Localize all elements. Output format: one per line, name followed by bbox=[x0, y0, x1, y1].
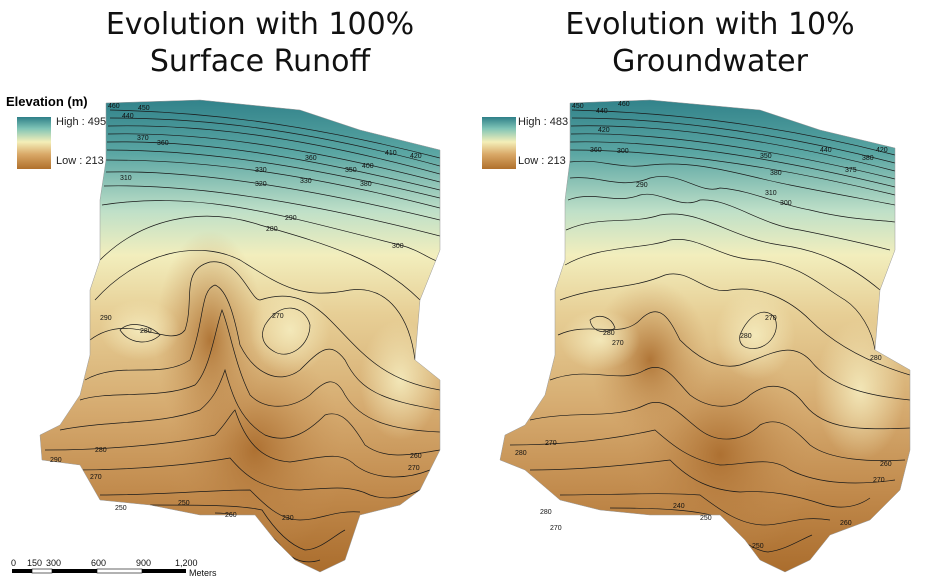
left-contour-label: 460 bbox=[108, 103, 120, 110]
scale-tick-label: 600 bbox=[91, 558, 106, 568]
right-contour-label: 420 bbox=[598, 127, 610, 134]
right-contour-label: 300 bbox=[780, 200, 792, 207]
right-title-line1: Evolution with 10% bbox=[565, 7, 855, 42]
left-contour-label: 290 bbox=[285, 215, 297, 222]
scale-unit: Meters bbox=[189, 568, 217, 578]
scale-tick-label: 150 bbox=[27, 558, 42, 568]
left-contour-label: 310 bbox=[120, 175, 132, 182]
left-contour-label: 320 bbox=[255, 181, 267, 188]
left-legend-color-ramp bbox=[17, 117, 51, 169]
right-contour-label: 460 bbox=[618, 101, 630, 108]
scale-segment bbox=[31, 568, 53, 574]
right-contour-label: 290 bbox=[636, 182, 648, 189]
right-contour-label: 280 bbox=[740, 333, 752, 340]
right-map-title: Evolution with 10% Groundwater bbox=[520, 6, 900, 80]
right-contour-label: 270 bbox=[873, 477, 885, 484]
left-contour-label: 270 bbox=[272, 313, 284, 320]
left-contour-label: 290 bbox=[50, 457, 62, 464]
right-contour-label: 240 bbox=[673, 503, 685, 510]
left-legend-low: Low : 213 bbox=[56, 155, 104, 167]
left-contour-label: 260 bbox=[410, 453, 422, 460]
left-contour-label: 330 bbox=[255, 167, 267, 174]
scale-tick-label: 0 bbox=[11, 558, 16, 568]
left-contour-label: 450 bbox=[138, 105, 150, 112]
right-contour-label: 260 bbox=[880, 461, 892, 468]
right-contour-label: 360 bbox=[590, 147, 602, 154]
right-title-line2: Groundwater bbox=[612, 44, 808, 79]
right-contour-label: 250 bbox=[752, 543, 764, 550]
left-contour-label: 410 bbox=[385, 150, 397, 157]
legend-title: Elevation (m) bbox=[6, 94, 88, 109]
left-contour-label: 380 bbox=[360, 181, 372, 188]
left-contour-label: 270 bbox=[408, 465, 420, 472]
right-contour-label: 380 bbox=[770, 170, 782, 177]
scale-tick-label: 900 bbox=[136, 558, 151, 568]
right-contour-label: 310 bbox=[765, 190, 777, 197]
left-contour-label: 440 bbox=[122, 113, 134, 120]
left-contour-label: 400 bbox=[362, 163, 374, 170]
scale-segment bbox=[142, 569, 186, 573]
right-contour-label: 380 bbox=[862, 155, 874, 162]
left-contour-label: 260 bbox=[225, 512, 237, 519]
right-contour-label: 450 bbox=[572, 103, 584, 110]
right-contour-label: 375 bbox=[845, 167, 857, 174]
right-contour-label: 300 bbox=[617, 148, 629, 155]
left-contour-label: 250 bbox=[178, 500, 190, 507]
left-contour-label: 420 bbox=[410, 153, 422, 160]
scale-segment bbox=[12, 569, 32, 573]
left-contour-label: 360 bbox=[157, 140, 169, 147]
right-contour-label: 260 bbox=[840, 520, 852, 527]
right-contour-label: 280 bbox=[603, 330, 615, 337]
left-contour-label: 280 bbox=[95, 447, 107, 454]
right-elevation-map: 450 460 440 420 360 350 380 300 290 310 … bbox=[499, 99, 911, 573]
right-contour-label: 440 bbox=[596, 108, 608, 115]
scale-tick-label: 1,200 bbox=[175, 558, 198, 568]
right-contour-label: 270 bbox=[765, 315, 777, 322]
left-legend-high: High : 495 bbox=[56, 116, 107, 128]
left-title-line2: Surface Runoff bbox=[149, 44, 371, 79]
left-elevation-map: 460 450 440 370 360 310 320 330 290 280 … bbox=[39, 99, 441, 573]
left-contour-label: 300 bbox=[392, 243, 404, 250]
right-contour-label: 420 bbox=[876, 147, 888, 154]
right-legend-low: Low : 213 bbox=[518, 155, 566, 167]
left-contour-label: 290 bbox=[100, 315, 112, 322]
left-contour-label: 280 bbox=[266, 226, 278, 233]
left-contour-label: 330 bbox=[300, 178, 312, 185]
left-contour-label: 250 bbox=[115, 505, 127, 512]
right-contour-label: 250 bbox=[700, 515, 712, 522]
scale-segment bbox=[52, 569, 97, 573]
right-contour-label: 280 bbox=[870, 355, 882, 362]
right-legend-high: High : 483 bbox=[518, 116, 569, 128]
right-contour-label: 280 bbox=[540, 509, 552, 516]
right-contour-label: 270 bbox=[550, 525, 562, 532]
left-title-line1: Evolution with 100% bbox=[105, 7, 415, 42]
left-contour-label: 370 bbox=[137, 135, 149, 142]
right-contour-label: 280 bbox=[515, 450, 527, 457]
left-contour-label: 270 bbox=[90, 474, 102, 481]
scale-bar: 0 150 300 600 900 1,200 Meters bbox=[11, 558, 217, 578]
right-contour-label: 350 bbox=[760, 153, 772, 160]
left-contour-label: 360 bbox=[305, 155, 317, 162]
left-contour-label: 230 bbox=[282, 515, 294, 522]
right-legend-color-ramp bbox=[482, 117, 516, 169]
right-contour-label: 270 bbox=[612, 340, 624, 347]
left-contour-label: 280 bbox=[140, 328, 152, 335]
scale-segment bbox=[96, 568, 143, 574]
right-contour-label: 440 bbox=[820, 147, 832, 154]
right-contour-label: 270 bbox=[545, 440, 557, 447]
left-map-title: Evolution with 100% Surface Runoff bbox=[70, 6, 450, 80]
left-contour-label: 350 bbox=[345, 167, 357, 174]
scale-tick-label: 300 bbox=[46, 558, 61, 568]
